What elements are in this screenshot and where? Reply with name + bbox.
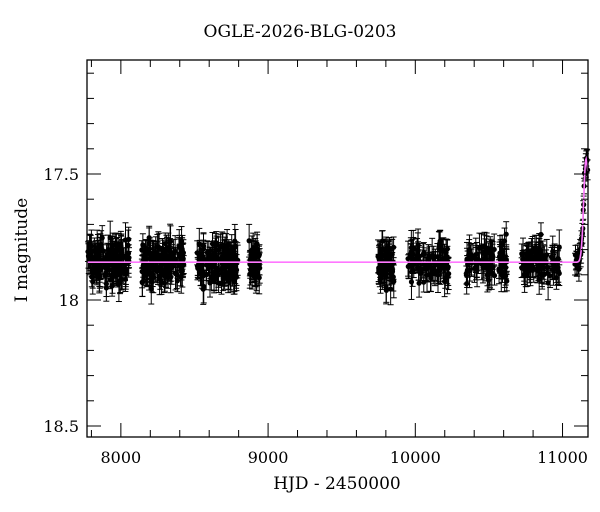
model-curve bbox=[87, 155, 589, 263]
x-tick-label: 9000 bbox=[248, 448, 289, 467]
data-points bbox=[84, 148, 591, 306]
y-tick-label: 17.5 bbox=[43, 165, 79, 184]
x-tick-label: 11000 bbox=[537, 448, 588, 467]
x-tick-label: 8000 bbox=[101, 448, 142, 467]
x-tick-label: 10000 bbox=[390, 448, 441, 467]
chart-title: OGLE-2026-BLG-0203 bbox=[203, 22, 397, 42]
y-tick-label: 18 bbox=[59, 291, 79, 310]
plot-axes: 8000 9000 10000 11000 17.5 18 18.5 bbox=[43, 59, 589, 467]
y-tick-label: 18.5 bbox=[43, 417, 79, 436]
x-axis-label: HJD - 2450000 bbox=[273, 474, 401, 494]
